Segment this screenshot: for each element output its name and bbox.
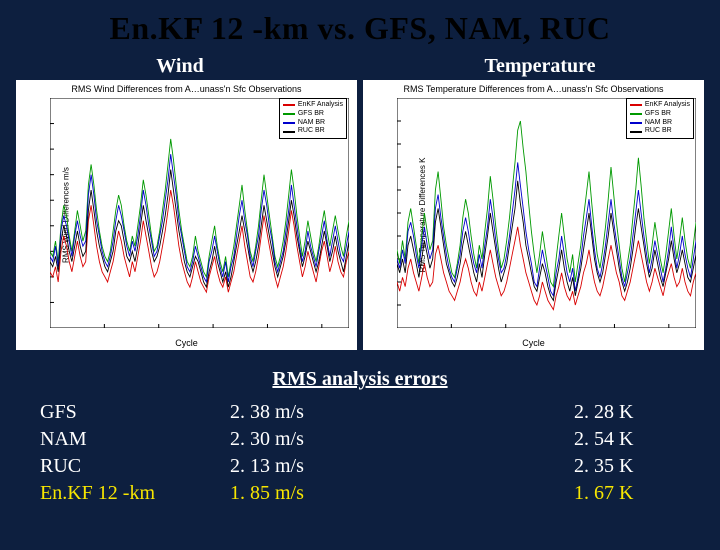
table-cell: 2. 28 K xyxy=(574,399,684,426)
x-axis-label: Cycle xyxy=(16,338,357,348)
table-cell: 1. 67 K xyxy=(574,480,684,507)
x-axis-label: Cycle xyxy=(363,338,704,348)
series-line xyxy=(397,162,696,295)
temperature-label: Temperature xyxy=(360,55,720,78)
spacer xyxy=(380,399,574,507)
table-cell: 2. 35 K xyxy=(574,453,684,480)
rms-heading: RMS analysis errors xyxy=(0,368,720,391)
rms-table: GFSNAMRUCEn.KF 12 -km 2. 38 m/s2. 30 m/s… xyxy=(0,399,720,507)
table-cell: 2. 30 m/s xyxy=(230,426,380,453)
chart-title: RMS Wind Differences from A…unass'n Sfc … xyxy=(16,84,357,94)
series-line xyxy=(397,227,696,310)
charts-row: RMS Wind Differences from A…unass'n Sfc … xyxy=(0,80,720,350)
plot-area: 02040608010011011.522.533.544.55 xyxy=(397,98,696,328)
table-cell: 2. 38 m/s xyxy=(230,399,380,426)
plot-area: 02040608010011011.522.533.544.5 xyxy=(50,98,349,328)
chart-title: RMS Temperature Differences from A…unass… xyxy=(363,84,704,94)
table-cell: 1. 85 m/s xyxy=(230,480,380,507)
series-line xyxy=(397,181,696,301)
table-cell: NAM xyxy=(40,426,230,453)
subtitle-row: Wind Temperature xyxy=(0,55,720,80)
temp-rms-column: 2. 28 K2. 54 K2. 35 K1. 67 K xyxy=(574,399,684,507)
wind-rms-column: 2. 38 m/s2. 30 m/s2. 13 m/s1. 85 m/s xyxy=(230,399,380,507)
page-title: En.KF 12 -km vs. GFS, NAM, RUC xyxy=(0,10,720,47)
wind-label: Wind xyxy=(0,55,360,78)
model-column: GFSNAMRUCEn.KF 12 -km xyxy=(40,399,230,507)
table-cell: RUC xyxy=(40,453,230,480)
table-cell: 2. 54 K xyxy=(574,426,684,453)
temperature-chart: RMS Temperature Differences from A…unass… xyxy=(363,80,704,350)
table-cell: 2. 13 m/s xyxy=(230,453,380,480)
table-cell: GFS xyxy=(40,399,230,426)
table-cell: En.KF 12 -km xyxy=(40,480,230,507)
wind-chart: RMS Wind Differences from A…unass'n Sfc … xyxy=(16,80,357,350)
